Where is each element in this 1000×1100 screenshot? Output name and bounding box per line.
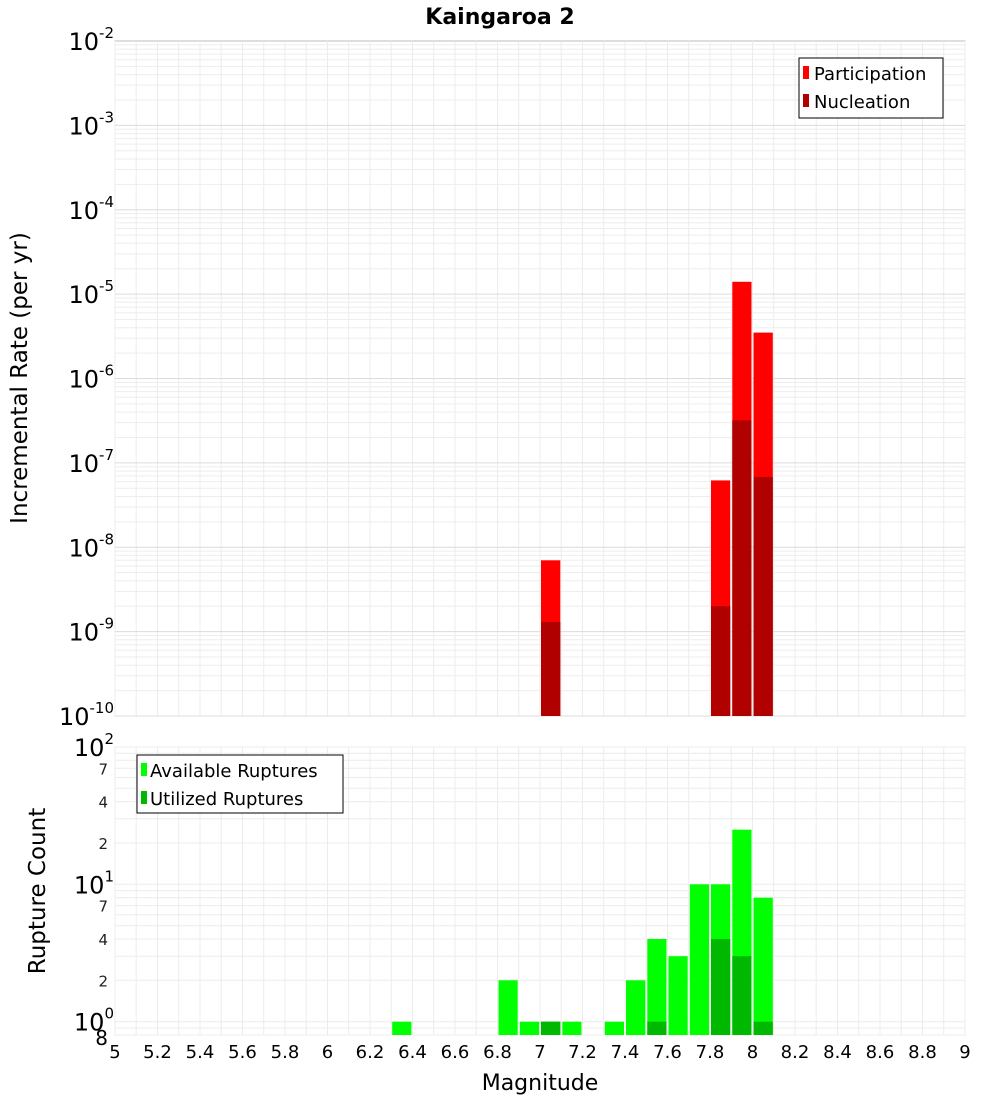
bottom-y-minor-tick-label: 2 [98, 972, 108, 990]
x-tick-label: 5.4 [186, 1042, 215, 1063]
top-bars [541, 281, 773, 716]
x-tick-label: 7.4 [611, 1042, 640, 1063]
bottom-bar-available-ruptures [668, 956, 688, 1035]
bottom-bar-utilized-ruptures [647, 1021, 667, 1035]
x-tick-label: 7.2 [568, 1042, 597, 1063]
bottom-bar-available-ruptures [498, 980, 518, 1035]
top-y-tick-label: 10-3 [68, 108, 114, 140]
legend-label-participation: Participation [814, 64, 926, 85]
x-tick-label: 8.8 [908, 1042, 937, 1063]
bottom-y-minor-tick-label: 2 [98, 835, 108, 853]
x-tick-label: 6.6 [441, 1042, 470, 1063]
top-y-tick-label: 10-8 [68, 530, 114, 562]
legend-label-nucleation: Nucleation [814, 92, 910, 113]
x-tick-label: 8 [747, 1042, 758, 1063]
x-tick-label: 7.8 [696, 1042, 725, 1063]
bottom-plot: 100 101 102 8 2 4 7 2 4 7 Rupture Count Available… [25, 730, 971, 1096]
legend-label-available: Available Ruptures [150, 761, 318, 782]
bottom-bar-available-ruptures [689, 884, 710, 1035]
top-y-axis-label: Incremental Rate (per yr) [7, 232, 33, 524]
x-tick-label: 5.2 [143, 1042, 172, 1063]
top-legend-box [798, 57, 944, 119]
legend-label-utilized: Utilized Ruptures [150, 789, 303, 810]
x-tick-label: 7.6 [653, 1042, 682, 1063]
x-tick-labels: 5 5.2 5.4 5.6 5.8 6 6.2 6.4 6.6 6.8 7 7.2 7.4 7.6 7.8 8… [109, 1042, 970, 1063]
bottom-bar-available-ruptures [392, 1021, 412, 1035]
x-tick-label: 5 [109, 1042, 120, 1063]
bottom-bar-available-ruptures [562, 1021, 582, 1035]
top-y-tick-label: 10-6 [68, 362, 114, 394]
top-y-tick-label: 10-9 [68, 615, 114, 647]
chart-title: Kaingaroa 2 [425, 5, 574, 30]
bottom-y-tick-labels: 100 101 102 8 2 4 7 2 4 7 [74, 730, 114, 1050]
bottom-y-tick-label: 100 [74, 1005, 114, 1037]
top-grid [114, 41, 966, 717]
x-axis-label: Magnitude [482, 1071, 599, 1096]
bottom-bar-utilized-ruptures [711, 939, 731, 1035]
top-bar-nucleation [541, 622, 561, 716]
legend-swatch-nucleation [803, 94, 809, 107]
top-plot: 10-10 10-9 10-8 10-7 10-6 10-5 10-4 10-3 10-2 In… [7, 24, 966, 731]
bottom-y-tick-label: 102 [74, 730, 114, 762]
top-bar-nucleation [753, 477, 773, 716]
top-y-tick-label: 10-2 [68, 24, 114, 56]
x-tick-label: 8.4 [823, 1042, 852, 1063]
bottom-y-minor-tick-label: 7 [98, 760, 108, 778]
bottom-bars [392, 829, 773, 1035]
x-tick-label: 8.6 [866, 1042, 895, 1063]
x-tick-label: 8.2 [781, 1042, 810, 1063]
bottom-legend: Available Ruptures Utilized Ruptures [136, 754, 344, 814]
top-bar-nucleation [711, 606, 731, 716]
bottom-bar-available-ruptures [753, 897, 773, 1035]
bottom-legend-box [136, 754, 344, 814]
x-tick-label: 6.4 [398, 1042, 427, 1063]
bottom-bar-utilized-ruptures [753, 1021, 773, 1035]
top-y-tick-label: 10-5 [68, 277, 114, 309]
legend-swatch-available [141, 763, 147, 776]
bottom-bar-utilized-ruptures [541, 1021, 561, 1035]
x-tick-label: 6 [322, 1042, 333, 1063]
legend-swatch-participation [803, 66, 809, 79]
top-y-tick-label: 10-4 [68, 193, 114, 225]
bottom-y-minor-tick-label: 4 [98, 794, 108, 812]
legend-swatch-utilized [141, 791, 147, 804]
x-tick-label: 5.8 [271, 1042, 300, 1063]
x-tick-label: 6.8 [483, 1042, 512, 1063]
bottom-y-minor-tick-label: 8 [95, 1026, 108, 1050]
bottom-bar-available-ruptures [647, 939, 667, 1035]
bottom-y-minor-tick-label: 4 [98, 931, 108, 949]
top-y-tick-labels: 10-10 10-9 10-8 10-7 10-6 10-5 10-4 10-3 10-2 [59, 24, 114, 731]
x-tick-label: 9 [959, 1042, 970, 1063]
top-bar-nucleation [732, 420, 752, 716]
x-tick-label: 7 [534, 1042, 545, 1063]
bottom-y-tick-label: 101 [74, 867, 114, 899]
top-y-tick-label: 10-10 [59, 699, 114, 731]
bottom-y-axis-label: Rupture Count [25, 808, 51, 974]
x-tick-label: 5.6 [228, 1042, 257, 1063]
bottom-bar-available-ruptures [519, 1021, 540, 1035]
bottom-y-minor-tick-label: 7 [98, 898, 108, 916]
top-legend: Participation Nucleation [798, 57, 944, 119]
bottom-bar-available-ruptures [626, 980, 646, 1035]
top-y-tick-label: 10-7 [68, 446, 114, 478]
bottom-bar-available-ruptures [604, 1021, 624, 1035]
x-tick-label: 6.2 [356, 1042, 385, 1063]
bottom-bar-utilized-ruptures [732, 956, 752, 1035]
